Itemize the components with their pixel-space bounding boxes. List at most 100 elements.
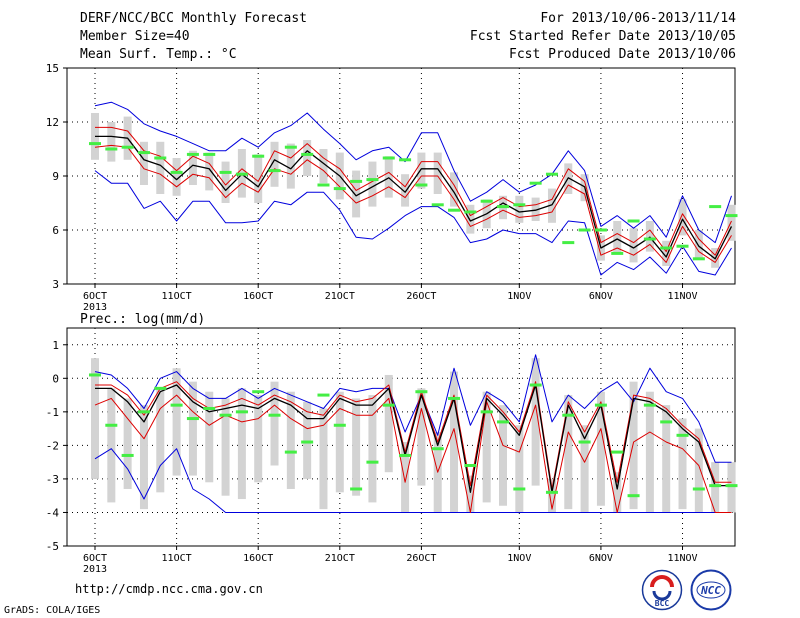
precipitation-median-marker <box>480 410 493 414</box>
temperature-median-marker <box>448 208 461 212</box>
precipitation-median-marker <box>399 453 412 457</box>
temperature-spread-box <box>629 228 638 263</box>
temperature-spread-box <box>547 188 556 223</box>
temperature-median-marker <box>366 178 379 182</box>
temperature-median-marker <box>317 183 330 187</box>
temperature-spread-box <box>221 161 230 203</box>
temperature-median-marker <box>513 203 526 207</box>
precipitation-spread-box <box>466 475 475 513</box>
temperature-spread-box <box>205 152 214 191</box>
precipitation-xtick-label: 6OCT <box>83 553 107 564</box>
precipitation-xtick-year: 2013 <box>83 564 107 575</box>
temperature-spread-box <box>319 149 328 184</box>
forecast-start-date-label: Fcst Started Refer Date 2013/10/05 <box>469 29 736 44</box>
precipitation-spread-box <box>499 405 507 506</box>
precipitation-spread-box <box>205 391 214 483</box>
temperature-median-marker <box>121 145 134 149</box>
precipitation-median-marker <box>89 373 101 377</box>
precipitation-spread-box <box>303 401 312 479</box>
precipitation-median-marker <box>252 390 265 394</box>
temperature-median-marker <box>709 205 722 209</box>
precipitation-spread-box <box>596 391 605 506</box>
precipitation-median-marker <box>725 484 738 488</box>
temperature-median-marker <box>611 251 624 255</box>
precipitation-spread-box <box>662 405 671 513</box>
precipitation-xtick-label: 6NOV <box>589 553 613 564</box>
temperature-lower-line <box>94 144 732 263</box>
bcc-logo-text: BCC <box>655 599 670 608</box>
precipitation-spread-box <box>401 442 410 513</box>
temperature-max-line <box>94 101 732 244</box>
precipitation-median-marker <box>154 386 167 390</box>
precipitation-spread-box <box>368 395 377 503</box>
temperature-spread-box <box>286 143 295 189</box>
temperature-spread-box <box>466 204 475 234</box>
precipitation-median-marker <box>431 447 444 451</box>
precipitation-min-line <box>94 448 732 513</box>
precipitation-median-marker <box>562 413 575 417</box>
precipitation-spread-box <box>450 371 459 513</box>
temperature-median-marker <box>89 142 101 146</box>
temperature-spread-box <box>417 152 426 189</box>
precipitation-spread-box <box>727 462 736 513</box>
temperature-spread-box <box>107 122 116 162</box>
temperature-xtick-label: 26OCT <box>406 291 436 302</box>
temperature-median-marker <box>268 169 281 173</box>
precipitation-spread-box <box>139 405 148 510</box>
precipitation-ytick-label: -5 <box>46 540 59 553</box>
precipitation-spread-box <box>107 388 116 503</box>
temperature-xtick-label: 1NOV <box>507 291 531 302</box>
temperature-xtick-label: 11OCT <box>162 291 192 302</box>
temperature-spread-box <box>450 172 459 207</box>
temperature-median-marker <box>578 228 591 232</box>
precipitation-xtick-label: 26OCT <box>406 553 436 564</box>
temperature-median-marker <box>725 214 738 218</box>
precipitation-median-marker <box>676 433 689 437</box>
precipitation-spread-box <box>156 388 165 493</box>
precipitation-median-marker <box>545 490 558 494</box>
temperature-median-marker <box>219 170 232 174</box>
precipitation-spread-box <box>711 462 720 513</box>
precipitation-xtick-label: 21OCT <box>325 553 355 564</box>
precipitation-spread-box <box>335 391 344 493</box>
temperature-spread-box <box>401 174 410 207</box>
precipitation-spread-box <box>286 391 295 489</box>
precipitation-mean-line <box>95 384 732 493</box>
grads-credit: GrADS: COLA/IGES <box>4 605 101 616</box>
temperature-spread-box <box>384 156 393 198</box>
precipitation-spread-box <box>91 358 99 479</box>
precipitation-median-marker <box>382 403 395 407</box>
temperature-median-marker <box>154 156 167 160</box>
temperature-spread-box <box>303 140 312 176</box>
precipitation-upper-line <box>95 381 732 490</box>
precipitation-spread-box <box>613 472 622 513</box>
temperature-spread-box <box>433 152 442 194</box>
temperature-xtick-year: 2013 <box>83 302 107 313</box>
forecast-produced-date-label: Fcst Produced Date 2013/10/06 <box>509 47 736 62</box>
temperature-median-marker <box>627 219 640 223</box>
precipitation-spread-box <box>417 388 426 486</box>
temperature-median-marker <box>284 145 297 149</box>
precipitation-spread-box <box>629 381 638 510</box>
temperature-spread-box <box>352 170 361 218</box>
precipitation-median-marker <box>121 453 134 457</box>
temperature-spread-box <box>531 197 540 221</box>
precipitation-ytick-label: 1 <box>52 339 59 352</box>
temperature-spread-box <box>254 154 263 203</box>
precipitation-ytick-label: -1 <box>46 406 59 419</box>
precipitation-ytick-label: -2 <box>46 439 59 452</box>
temperature-median-marker <box>382 156 395 160</box>
precipitation-median-marker <box>643 403 656 407</box>
precipitation-spread-box <box>482 391 491 503</box>
temperature-ytick-label: 9 <box>52 170 59 183</box>
precipitation-median-marker <box>497 420 509 424</box>
precipitation-median-marker <box>235 410 248 414</box>
temperature-spread-box <box>678 199 687 236</box>
precipitation-spread-box <box>254 395 263 483</box>
temperature-xtick-label: 6OCT <box>83 291 107 302</box>
precipitation-median-marker <box>333 423 346 427</box>
precipitation-ytick-label: -4 <box>46 506 60 519</box>
temperature-spread-box <box>694 230 703 259</box>
precipitation-spread-box <box>515 425 524 513</box>
source-url-link[interactable]: http://cmdp.ncc.cma.gov.cn <box>75 582 263 596</box>
